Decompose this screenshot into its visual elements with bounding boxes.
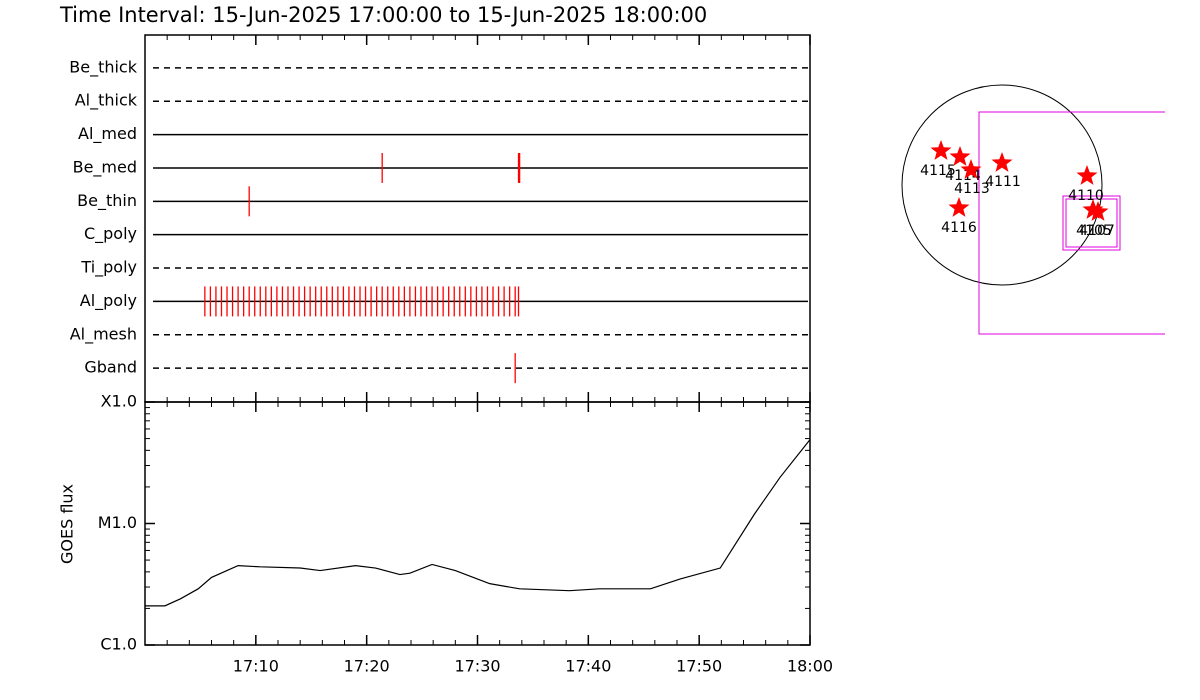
region-star xyxy=(948,197,970,217)
region-star xyxy=(960,159,982,179)
region-label: 4105 xyxy=(1076,223,1112,239)
row-label: Al_mesh xyxy=(70,324,137,344)
row-label: Al_poly xyxy=(80,291,137,311)
region-label: 4113 xyxy=(954,181,990,197)
region-label: 4110 xyxy=(1068,188,1104,204)
region-label: 4115 xyxy=(920,163,956,179)
y-axis-label: GOES flux xyxy=(58,484,77,564)
region-star xyxy=(930,140,952,160)
region-star xyxy=(1087,201,1109,221)
region-star xyxy=(991,152,1013,172)
x-tick-label: 17:50 xyxy=(676,657,722,676)
goes-curve xyxy=(145,439,811,607)
y-tick-label: M1.0 xyxy=(98,513,137,532)
row-label: Al_thick xyxy=(75,91,138,111)
region-label: 4116 xyxy=(941,220,977,236)
x-tick-label: 17:10 xyxy=(233,657,279,676)
solar-disk xyxy=(901,84,1103,286)
x-tick-label: 17:40 xyxy=(565,657,611,676)
region-star xyxy=(1076,165,1098,185)
row-label: Al_med xyxy=(78,124,137,144)
row-label: Be_thin xyxy=(77,191,137,211)
row-label: Gband xyxy=(84,358,137,377)
region-label: 4107 xyxy=(1079,223,1115,239)
region-label: 4111 xyxy=(985,174,1021,190)
x-tick-label: 17:30 xyxy=(454,657,500,676)
x-tick-label: 18:00 xyxy=(787,657,833,676)
title: Time Interval: 15-Jun-2025 17:00:00 to 1… xyxy=(59,3,707,27)
y-tick-label: X1.0 xyxy=(101,392,137,411)
row-label: Ti_poly xyxy=(80,258,137,278)
y-tick-label: C1.0 xyxy=(100,635,137,654)
fov-large xyxy=(978,111,1165,335)
fov-small-inner xyxy=(1065,198,1118,248)
row-label: Be_thick xyxy=(69,57,137,77)
x-tick-label: 17:20 xyxy=(344,657,390,676)
fov-small xyxy=(1062,195,1121,251)
row-label: C_poly xyxy=(84,224,137,244)
region-star xyxy=(949,146,971,166)
row-label: Be_med xyxy=(73,157,137,177)
